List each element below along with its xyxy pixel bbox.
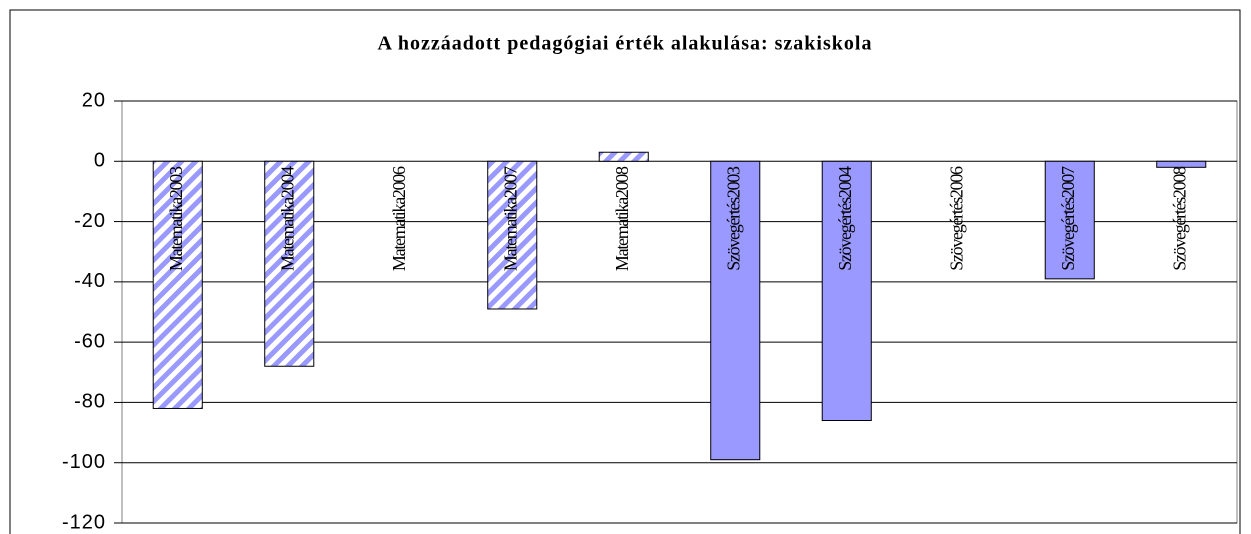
category-label: Szövegértés2003 xyxy=(723,166,743,271)
category-label: Szövegértés2006 xyxy=(946,166,966,271)
category-label: Szövegértés2008 xyxy=(1169,166,1189,271)
y-tick-label: 20 xyxy=(82,89,106,111)
category-label: Szövegértés2007 xyxy=(1058,166,1078,271)
bar xyxy=(487,160,538,310)
category-label: Matematika2007 xyxy=(500,166,520,271)
bar xyxy=(598,151,649,162)
bar xyxy=(821,160,872,422)
bar xyxy=(1044,160,1095,280)
category-label: Szövegértés2004 xyxy=(835,166,855,271)
category-label: Matematika2006 xyxy=(389,166,409,271)
category-label: Matematika2008 xyxy=(612,166,632,271)
y-tick-label: -120 xyxy=(62,511,106,533)
bar xyxy=(1156,160,1207,168)
y-tick-label: -100 xyxy=(62,451,106,473)
category-label: Matematika2003 xyxy=(166,166,186,271)
y-tick-label: -40 xyxy=(74,270,106,292)
y-tick-label: -60 xyxy=(74,330,106,352)
category-label: Matematika2004 xyxy=(277,166,297,271)
bar xyxy=(152,160,203,409)
chart-title: A hozzáadott pedagógiai érték alakulása:… xyxy=(378,33,873,55)
bar xyxy=(264,160,315,367)
y-tick-label: 0 xyxy=(94,150,106,172)
y-tick-label: -80 xyxy=(74,391,106,413)
bar xyxy=(710,160,761,461)
y-tick-label: -20 xyxy=(74,210,106,232)
